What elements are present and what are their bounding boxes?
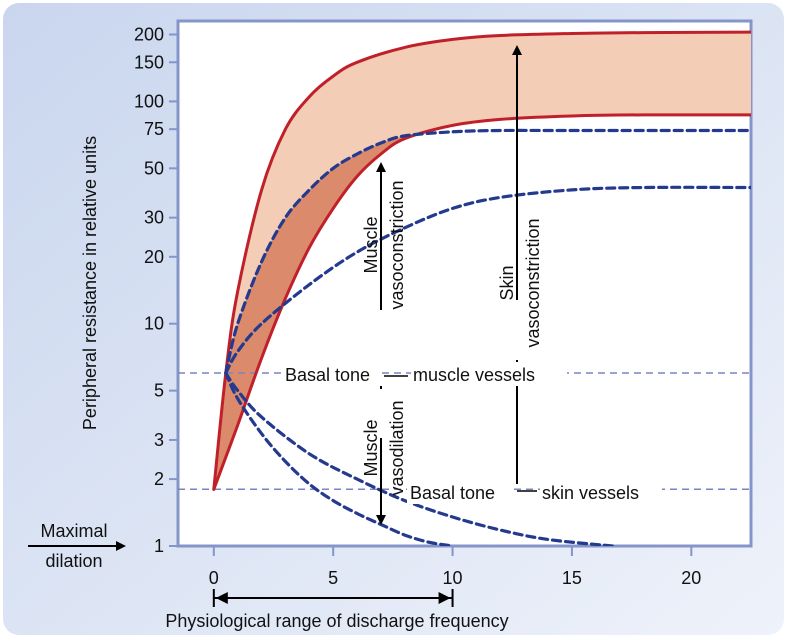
y-tick-label: 200 (134, 24, 164, 44)
y-tick-label: 10 (144, 314, 164, 334)
svg-text:Muscle: Muscle (361, 419, 381, 476)
svg-text:vasoconstriction: vasoconstriction (523, 218, 543, 347)
svg-text:Basal tone: Basal tone (410, 483, 495, 503)
muscle-vasodilation-label: Muscle vasodilation (361, 400, 407, 495)
physiological-range-bar (212, 589, 454, 607)
basal-tone-skin-label: Basal tone skin vessels (407, 480, 662, 504)
curves-layer (212, 30, 751, 546)
svg-text:vasoconstriction: vasoconstriction (387, 180, 407, 309)
y-tick-label: 5 (154, 381, 164, 401)
x-tick-label: 5 (328, 568, 338, 588)
svg-text:vasodilation: vasodilation (387, 400, 407, 495)
svg-text:Maximal: Maximal (40, 521, 107, 541)
y-axis-title: Peripheral resistance in relative units (80, 136, 100, 430)
y-tick-label: 50 (144, 158, 164, 178)
skin-vasoconstriction-label: Skin vasoconstriction (497, 218, 543, 347)
y-tick-label: 30 (144, 208, 164, 228)
y-tick-label: 150 (134, 52, 164, 72)
overlap-band (213, 135, 405, 490)
x-tick-label: 15 (562, 568, 582, 588)
svg-text:skin vessels: skin vessels (542, 483, 639, 503)
curve-6 (224, 371, 615, 546)
x-tick-label: 20 (681, 568, 701, 588)
muscle-vasoconstriction-label: Muscle vasoconstriction (361, 180, 407, 309)
svg-text:dilation: dilation (45, 551, 102, 571)
x-tick-label: 0 (209, 568, 219, 588)
y-tick-label: 2 (154, 469, 164, 489)
curve-3 (224, 128, 751, 375)
y-tick-label: 100 (134, 91, 164, 111)
curve-2 (212, 113, 751, 491)
x-axis-title: Physiological range of discharge frequen… (165, 611, 508, 631)
svg-text:Muscle: Muscle (361, 216, 381, 273)
curve-5 (224, 371, 455, 546)
y-tick-label: 1 (154, 536, 164, 556)
x-tick-label: 10 (443, 568, 463, 588)
y-tick-label: 75 (144, 119, 164, 139)
curve-4 (224, 185, 751, 375)
fill-layer (213, 32, 751, 490)
y-tick-label: 3 (154, 430, 164, 450)
svg-text:Skin: Skin (497, 265, 517, 300)
basal-tone-muscle-label: Basal tone muscle vessels (282, 362, 567, 386)
svg-text:Basal tone: Basal tone (285, 365, 370, 385)
skin-range-band (213, 32, 751, 490)
svg-text:muscle vessels: muscle vessels (413, 365, 535, 385)
maximal-dilation-label: Maximal dilation (28, 521, 126, 571)
y-tick-label: 20 (144, 247, 164, 267)
curve-1 (212, 30, 751, 491)
axes-layer: 1 2 3 5 10 20 30 50 75 100 150 200 0 5 10 15 20 (134, 24, 701, 588)
